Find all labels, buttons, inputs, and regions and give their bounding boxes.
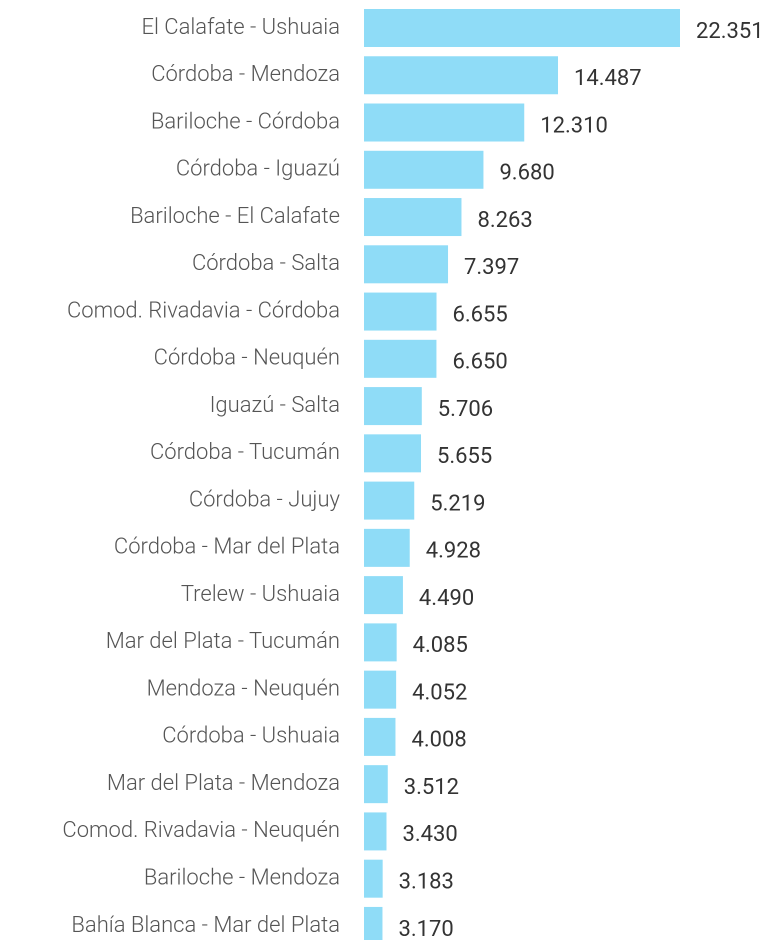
value-label: 4.928 bbox=[426, 539, 481, 564]
category-label: Mar del Plata - Mendoza bbox=[107, 771, 340, 796]
category-label: Iguazú - Salta bbox=[210, 393, 340, 418]
bar bbox=[364, 765, 388, 804]
bar bbox=[364, 481, 415, 520]
category-label: Trelew - Ushuaia bbox=[181, 582, 340, 607]
category-label: Córdoba - Tucumán bbox=[150, 440, 340, 465]
category-label: Córdoba - Ushuaia bbox=[162, 724, 340, 749]
category-label: Córdoba - Neuquén bbox=[154, 346, 340, 371]
value-label: 3.430 bbox=[402, 822, 457, 847]
bar bbox=[364, 9, 680, 47]
value-label: 6.655 bbox=[453, 302, 508, 327]
value-label: 4.052 bbox=[412, 680, 467, 705]
value-label: 4.085 bbox=[413, 633, 468, 658]
value-label: 5.655 bbox=[437, 444, 492, 469]
bar bbox=[364, 670, 397, 709]
value-label: 3.512 bbox=[404, 775, 459, 800]
value-label: 7.397 bbox=[464, 255, 519, 280]
bar bbox=[364, 623, 397, 662]
value-label: 22.351 bbox=[696, 19, 764, 44]
category-label: Bariloche - Córdoba bbox=[151, 109, 340, 134]
value-label: 5.706 bbox=[438, 397, 493, 422]
category-label: Bariloche - Mendoza bbox=[144, 865, 340, 890]
category-label: Bahía Blanca - Mar del Plata bbox=[71, 913, 340, 938]
bar bbox=[364, 717, 396, 756]
value-label: 4.490 bbox=[419, 586, 474, 611]
bar bbox=[364, 859, 383, 898]
bar bbox=[364, 198, 462, 237]
bar bbox=[364, 906, 383, 940]
bar bbox=[364, 292, 437, 331]
value-label: 12.310 bbox=[540, 113, 608, 138]
value-label: 9.680 bbox=[499, 161, 554, 186]
category-label: Bariloche - El Calafate bbox=[130, 204, 340, 229]
category-label: Córdoba - Salta bbox=[192, 251, 340, 276]
value-label: 3.183 bbox=[399, 869, 454, 894]
bar bbox=[364, 434, 422, 473]
category-label: Comod. Rivadavia - Córdoba bbox=[67, 298, 340, 323]
bar bbox=[364, 56, 559, 95]
value-label: 8.263 bbox=[477, 208, 532, 233]
category-label: Mendoza - Neuquén bbox=[147, 676, 340, 701]
category-label: Córdoba - Iguazú bbox=[176, 157, 340, 182]
bar bbox=[364, 576, 403, 615]
category-label: Comod. Rivadavia - Neuquén bbox=[62, 818, 340, 843]
category-label: Córdoba - Mar del Plata bbox=[114, 535, 340, 560]
bar bbox=[364, 812, 387, 851]
category-label: Mar del Plata - Tucumán bbox=[106, 629, 340, 654]
value-label: 3.170 bbox=[398, 917, 453, 940]
bar bbox=[364, 103, 525, 142]
value-label: 14.487 bbox=[574, 66, 642, 91]
bar bbox=[364, 339, 437, 378]
category-label: Córdoba - Jujuy bbox=[189, 487, 341, 512]
bar bbox=[364, 387, 422, 426]
value-label: 4.008 bbox=[411, 728, 466, 753]
bar bbox=[364, 528, 410, 567]
category-label: El Calafate - Ushuaia bbox=[141, 15, 340, 40]
value-label: 6.650 bbox=[452, 350, 507, 375]
bar bbox=[364, 150, 484, 189]
value-label: 5.219 bbox=[430, 491, 485, 516]
bar bbox=[364, 245, 449, 284]
category-label: Córdoba - Mendoza bbox=[151, 62, 340, 87]
